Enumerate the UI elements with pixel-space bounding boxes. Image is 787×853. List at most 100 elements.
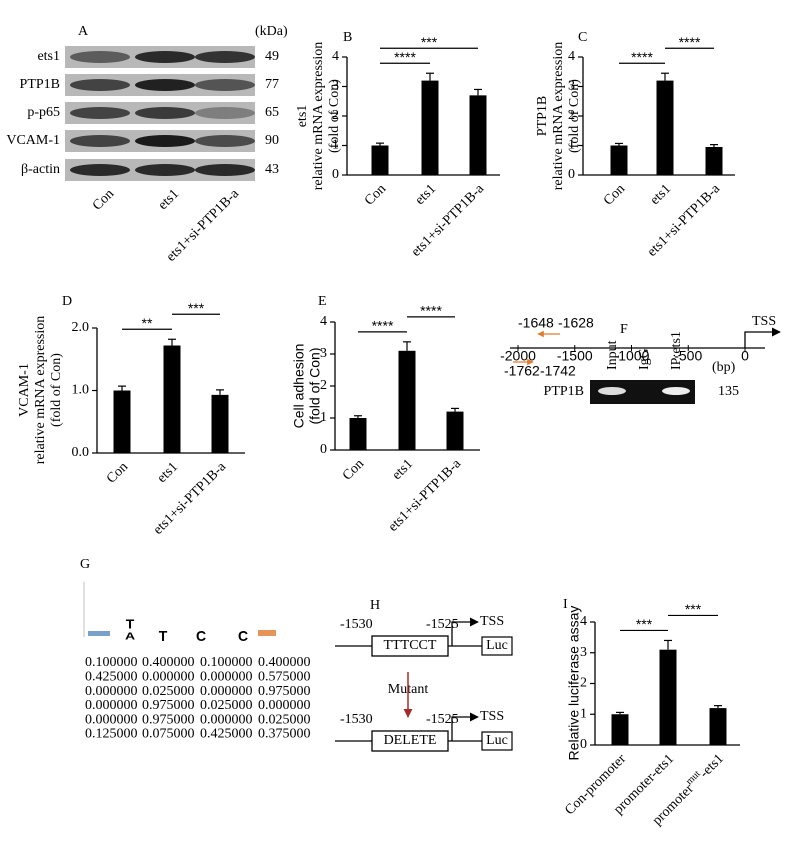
y-axis-label: (fold of Con)	[567, 79, 582, 153]
tss-label: TSS	[480, 614, 504, 629]
blot-band	[195, 51, 255, 63]
blot-row-label: ets1	[37, 49, 60, 64]
y-axis-label: (fold of Con)	[327, 79, 342, 153]
y-tick-label: 4	[580, 614, 587, 629]
bar	[659, 649, 677, 745]
x-tick-label: Con	[104, 459, 131, 486]
blot-band	[135, 79, 195, 91]
matrix-cell: 0.025000	[142, 684, 195, 699]
y-tick-label: 1.0	[72, 383, 90, 398]
bar	[163, 345, 181, 453]
significance-label: ***	[188, 300, 205, 316]
y-tick-label: 3	[568, 79, 575, 94]
primer-label: -1628	[558, 315, 594, 331]
bar	[656, 80, 674, 175]
y-axis-label: PTP1B	[535, 96, 550, 136]
y-tick-label: 0	[332, 167, 339, 182]
kda-label: 90	[265, 133, 279, 148]
blot-band	[135, 51, 195, 63]
matrix-cell: 0.000000	[200, 712, 253, 727]
x-tick-label-part: promoter	[650, 782, 697, 829]
panel-label: A	[78, 24, 89, 39]
site-label: DELETE	[384, 733, 437, 748]
matrix-cell: 0.025000	[258, 712, 311, 727]
y-tick-label: 3	[332, 79, 339, 94]
kda-label: 49	[265, 49, 279, 64]
x-tick-label: ets1	[155, 459, 182, 486]
matrix-cell: 0.000000	[142, 670, 195, 685]
kda-label: 77	[265, 77, 279, 92]
matrix-cell: 0.425000	[200, 727, 253, 742]
bar	[349, 418, 367, 450]
tss-label: TSS	[752, 314, 776, 329]
y-tick-label: 0.0	[72, 445, 90, 460]
panel-label: G	[80, 557, 90, 572]
x-tick-label: ets1	[390, 456, 417, 483]
gel-lane-label: Input	[605, 340, 620, 370]
matrix-cell: 0.000000	[85, 712, 138, 727]
y-axis-label: Cell adhesion	[291, 344, 307, 429]
blot-band	[70, 164, 130, 176]
size-label: 135	[718, 384, 739, 399]
matrix-cell: 0.100000	[85, 655, 138, 670]
matrix-cell: 0.000000	[200, 670, 253, 685]
axis-tick-label: -1000	[614, 348, 650, 364]
unit-label: (kDa)	[255, 24, 288, 39]
matrix-cell: 0.125000	[85, 727, 138, 742]
bar	[469, 95, 487, 175]
significance-label: ***	[685, 601, 702, 617]
blot-row-label: p-p65	[27, 105, 60, 120]
blot-band	[195, 107, 255, 119]
significance-label: ****	[372, 318, 394, 334]
tss-arrow	[451, 617, 479, 646]
blot-band	[70, 79, 130, 91]
matrix-cell: 0.025000	[200, 698, 253, 713]
y-tick-label: 4	[568, 49, 575, 64]
logo-letter: T	[159, 629, 168, 645]
unit-label: (bp)	[712, 360, 736, 375]
reporter-box	[481, 731, 513, 751]
primer-label: -1648	[518, 315, 554, 331]
matrix-cell: 0.075000	[142, 727, 195, 742]
y-axis-label: relative mRNA expression	[311, 42, 326, 191]
matrix-cell: 0.000000	[85, 684, 138, 699]
y-axis-label: ets1	[295, 105, 310, 128]
y-tick-label: 4	[332, 49, 339, 64]
position-label: -1525	[426, 712, 459, 727]
significance-label: ****	[631, 49, 653, 65]
bar	[371, 145, 389, 175]
y-axis-label: relative mRNA expression	[551, 42, 566, 191]
panel-label: D	[62, 294, 72, 309]
significance-label: ****	[420, 303, 442, 319]
y-tick-label: 0	[580, 737, 587, 752]
y-tick-label: 1	[332, 138, 339, 153]
x-tick-label: ets1	[648, 181, 675, 208]
y-tick-label: 2	[580, 676, 587, 691]
blot-band	[195, 135, 255, 147]
matrix-cell: 0.975000	[142, 698, 195, 713]
panel-label: B	[343, 30, 352, 45]
site-box	[371, 730, 449, 752]
bar	[398, 350, 416, 450]
matrix-cell: 0.000000	[85, 698, 138, 713]
significance-label: ***	[636, 616, 653, 632]
logo-letter: T	[126, 617, 135, 631]
significance-label: **	[142, 315, 153, 331]
matrix-cell: 0.000000	[200, 684, 253, 699]
y-tick-label: 0	[320, 442, 327, 457]
x-tick-label: Con	[362, 181, 389, 208]
panel-label: H	[370, 598, 380, 613]
logo-letter: C	[238, 629, 249, 646]
significance-label: ****	[679, 34, 701, 50]
lane-label: Con	[90, 186, 117, 213]
primer-label: -1762	[504, 363, 540, 379]
blot-band	[135, 135, 195, 147]
logo-small	[88, 631, 110, 636]
gel-lane-label: IgG	[637, 348, 652, 370]
y-tick-label: 2	[332, 108, 339, 123]
position-label: -1525	[426, 617, 459, 632]
logo-small	[258, 630, 276, 636]
matrix-cell: 0.400000	[142, 655, 195, 670]
blot-band	[135, 164, 195, 176]
significance-label: ***	[421, 34, 438, 50]
